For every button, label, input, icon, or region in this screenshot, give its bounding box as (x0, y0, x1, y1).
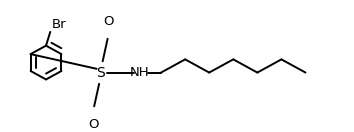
Text: O: O (103, 15, 114, 27)
Text: NH: NH (130, 66, 150, 79)
Text: Br: Br (52, 18, 67, 31)
Text: O: O (88, 118, 98, 131)
Text: S: S (97, 66, 105, 80)
